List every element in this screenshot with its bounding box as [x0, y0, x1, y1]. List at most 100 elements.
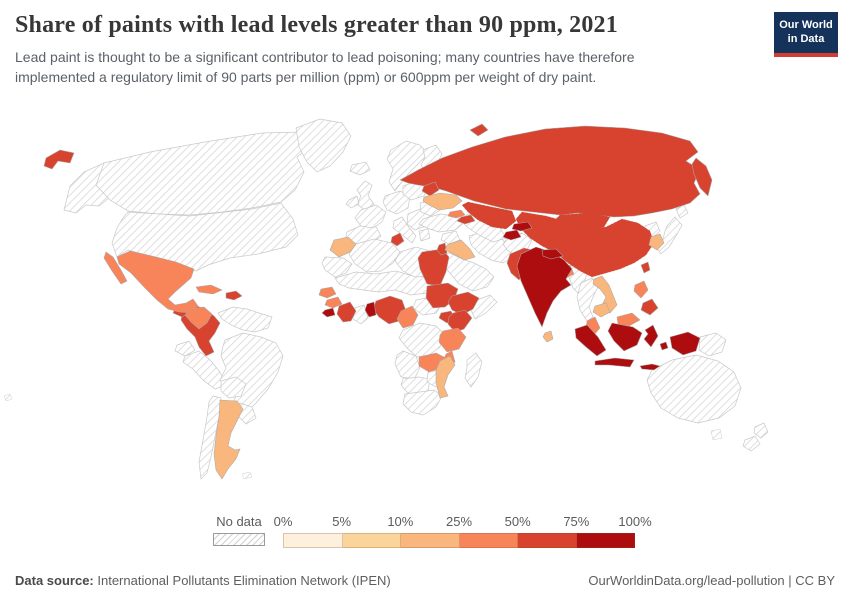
country-indonesia-lesser-sunda[interactable]: [639, 363, 661, 371]
region-japan[interactable]: [656, 216, 683, 255]
country-vietnam[interactable]: [592, 275, 618, 314]
region-pacific-island: [3, 393, 13, 402]
legend-tick-label: 75%: [563, 514, 590, 529]
country-ukraine[interactable]: [422, 192, 463, 211]
region-bolivia[interactable]: [220, 376, 247, 399]
country-iraq[interactable]: [444, 239, 476, 261]
owid-logo-line2: in Data: [787, 32, 825, 45]
legend-bin-swatch[interactable]: [342, 533, 401, 548]
region-ecuador[interactable]: [174, 340, 196, 357]
country-sierra-leone[interactable]: [321, 307, 336, 318]
legend-bin-swatch[interactable]: [576, 533, 635, 548]
region-uk[interactable]: [356, 180, 375, 212]
owid-logo[interactable]: Our World in Data: [774, 12, 838, 57]
country-morocco[interactable]: [329, 236, 357, 258]
legend-bin-swatch[interactable]: [401, 533, 460, 548]
country-belarus[interactable]: [421, 181, 440, 197]
region-new-zealand-south[interactable]: [742, 435, 761, 452]
country-mexico[interactable]: [116, 250, 199, 314]
country-india[interactable]: [516, 246, 573, 328]
region-greenland[interactable]: [295, 118, 352, 173]
country-malaysia-borneo[interactable]: [616, 312, 641, 327]
region-australia[interactable]: [646, 354, 742, 424]
data-source: Data source: International Pollutants El…: [15, 573, 391, 588]
country-ethiopia[interactable]: [447, 291, 480, 316]
region-greece[interactable]: [418, 228, 431, 242]
country-georgia[interactable]: [447, 209, 466, 219]
legend-tick-label: 10%: [387, 514, 414, 529]
region-angola[interactable]: [394, 350, 421, 380]
region-dr-congo[interactable]: [398, 322, 445, 358]
country-cuba[interactable]: [195, 284, 223, 295]
country-senegal[interactable]: [318, 286, 337, 299]
country-russia-novaya-zemlya[interactable]: [469, 123, 489, 137]
region-venezuela-guyanas[interactable]: [217, 306, 273, 333]
country-russia-kamchatka[interactable]: [691, 157, 713, 197]
region-new-zealand-north[interactable]: [753, 422, 769, 439]
legend-no-data[interactable]: No data: [213, 514, 265, 546]
country-cambodia[interactable]: [592, 302, 611, 318]
region-ghana[interactable]: [352, 304, 369, 325]
region-mauritania-wsahara[interactable]: [321, 256, 353, 278]
country-russia-chukotka[interactable]: [43, 149, 75, 170]
country-tanzania[interactable]: [438, 327, 467, 353]
region-hokkaido[interactable]: [675, 204, 689, 219]
country-cameroon[interactable]: [396, 305, 419, 329]
country-philippines-luzon[interactable]: [633, 280, 649, 299]
country-benin[interactable]: [364, 301, 377, 318]
country-tunisia[interactable]: [390, 232, 405, 247]
region-syria[interactable]: [440, 230, 461, 245]
country-sri-lanka[interactable]: [542, 330, 554, 343]
country-china[interactable]: [515, 211, 655, 278]
region-peru[interactable]: [182, 350, 227, 390]
region-central-europe[interactable]: [382, 190, 411, 215]
country-guinea[interactable]: [324, 296, 343, 309]
country-argentina[interactable]: [213, 399, 244, 480]
country-nepal[interactable]: [541, 248, 564, 260]
legend-bin-swatch[interactable]: [518, 533, 577, 548]
legend-ticks: 0% 5% 10% 25% 50% 75% 100%: [274, 514, 652, 531]
country-mozambique[interactable]: [435, 355, 456, 399]
country-south-korea[interactable]: [648, 233, 665, 251]
country-kazakhstan[interactable]: [461, 201, 517, 230]
region-madagascar[interactable]: [464, 352, 483, 388]
country-mexico-baja[interactable]: [103, 251, 128, 285]
country-philippines-south[interactable]: [640, 298, 659, 316]
region-usa[interactable]: [111, 202, 299, 272]
country-indonesia-sumatra[interactable]: [574, 324, 607, 357]
country-indonesia-sulawesi[interactable]: [643, 324, 659, 348]
legend-no-data-swatch[interactable]: [213, 533, 265, 546]
region-algeria[interactable]: [348, 238, 401, 273]
region-france[interactable]: [354, 204, 387, 229]
country-kyrgyzstan[interactable]: [511, 221, 533, 232]
legend-bin-swatch[interactable]: [459, 533, 518, 548]
country-indonesia-kalimantan[interactable]: [607, 322, 643, 352]
region-south-africa[interactable]: [402, 389, 443, 416]
footer-link[interactable]: OurWorldinData.org/lead-pollution | CC B…: [588, 573, 835, 588]
region-papua-new-guinea[interactable]: [698, 332, 727, 357]
country-russia[interactable]: [399, 125, 701, 218]
country-tajikistan[interactable]: [502, 229, 522, 241]
region-iceland[interactable]: [349, 161, 371, 176]
region-italy[interactable]: [392, 216, 417, 244]
country-indonesia-papua[interactable]: [669, 331, 701, 356]
country-dominican-republic[interactable]: [225, 290, 243, 301]
region-turkey[interactable]: [418, 213, 465, 233]
country-azerbaijan[interactable]: [456, 214, 476, 225]
region-ireland[interactable]: [345, 195, 360, 209]
legend-bin-swatch[interactable]: [283, 533, 343, 548]
legend-color-bar: [283, 533, 635, 548]
region-canada[interactable]: [95, 131, 314, 216]
country-honduras-nicaragua[interactable]: [184, 306, 213, 330]
country-indonesia-maluku[interactable]: [659, 341, 669, 351]
country-israel-jordan[interactable]: [436, 242, 448, 256]
chart-header: Share of paints with lead levels greater…: [15, 12, 765, 88]
country-indonesia-java[interactable]: [594, 357, 635, 368]
country-taiwan[interactable]: [640, 261, 651, 274]
legend-tick-label: 50%: [504, 514, 531, 529]
chart-footer: Data source: International Pollutants El…: [0, 573, 850, 588]
page-title: Share of paints with lead levels greater…: [15, 12, 618, 38]
legend-no-data-label: No data: [216, 514, 262, 529]
country-cote-divoire[interactable]: [336, 301, 357, 323]
